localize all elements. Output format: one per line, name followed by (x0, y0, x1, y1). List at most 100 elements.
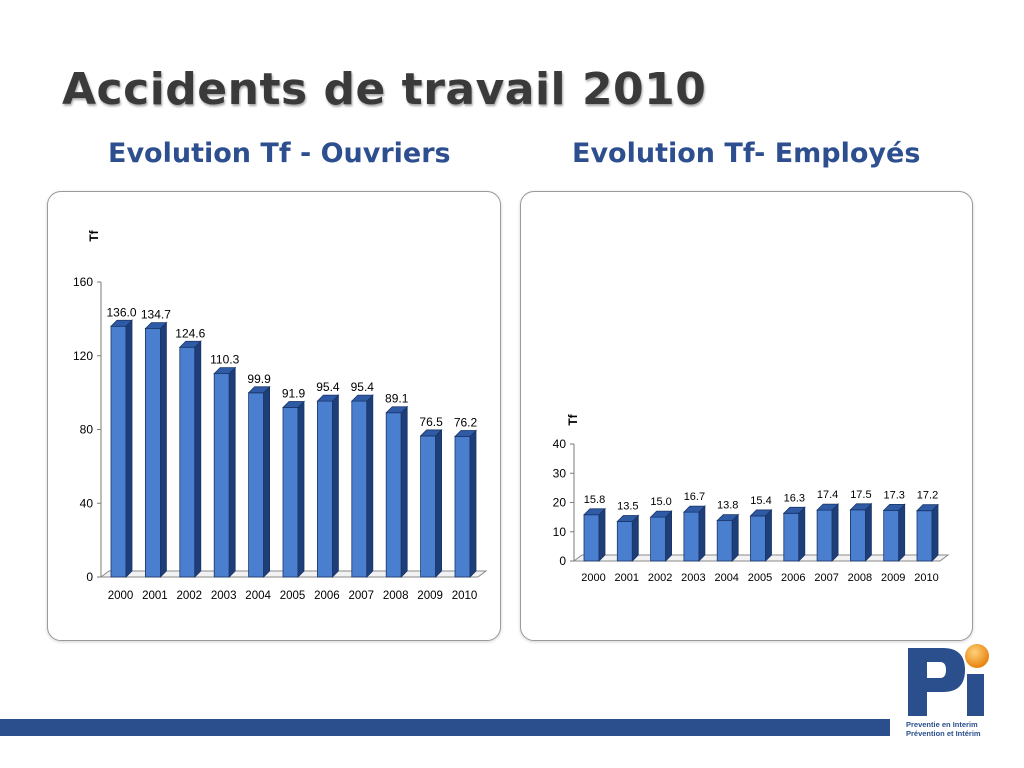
y-axis-label: Tf (87, 229, 101, 241)
bar-2008 (849, 502, 873, 562)
bar-top (385, 406, 409, 414)
data-label: 99.9 (247, 372, 271, 386)
bar-side (631, 514, 639, 562)
x-tick-label: 2010 (914, 572, 938, 584)
pi-logo: Preventie en Interim Prévention et Intér… (903, 640, 993, 740)
bar-side (798, 506, 806, 562)
bar-side (366, 394, 374, 578)
bar-2002 (649, 510, 673, 562)
x-tick-label: 2002 (648, 572, 672, 584)
bar-top (213, 367, 237, 375)
bar-side (228, 366, 236, 578)
x-tick-label: 2005 (748, 572, 772, 584)
data-label: 13.5 (617, 501, 638, 513)
logo-text-fr: Prévention et Intérim (906, 729, 981, 738)
bar-front (420, 435, 437, 578)
y-tick-label: 80 (80, 423, 94, 437)
data-label: 134.7 (141, 308, 171, 322)
x-tick-label: 2008 (848, 572, 872, 584)
data-label: 17.2 (917, 490, 938, 502)
bar-top (749, 509, 773, 517)
bar-front (454, 436, 471, 578)
bar-side (931, 503, 939, 562)
bar-top (616, 515, 640, 522)
data-label: 15.0 (650, 496, 671, 508)
data-label: 89.1 (385, 392, 409, 406)
bar-2006 (316, 394, 340, 578)
bar-side (435, 428, 443, 578)
bar-front (213, 373, 230, 578)
bar-side (765, 508, 772, 562)
x-tick-label: 2009 (881, 572, 905, 584)
x-tick-label: 2008 (383, 590, 409, 602)
bar-top (882, 503, 906, 511)
y-tick-label: 10 (553, 525, 567, 539)
bar-front (750, 515, 766, 562)
bar-front (683, 511, 700, 562)
data-label: 13.8 (717, 500, 738, 512)
bar-front (883, 509, 900, 562)
data-label: 17.5 (850, 489, 871, 501)
data-label: 16.3 (784, 492, 805, 504)
bar-front (783, 512, 800, 562)
x-tick-label: 2003 (681, 572, 705, 584)
bar-side (598, 507, 606, 562)
bar-side (194, 340, 202, 578)
bar-front (282, 407, 299, 578)
bar-side (297, 400, 305, 578)
bar-top (110, 319, 133, 327)
y-tick-label: 30 (553, 466, 567, 480)
data-label: 124.6 (175, 326, 205, 340)
y-tick-label: 120 (73, 349, 93, 363)
y-tick-label: 20 (553, 496, 567, 510)
bar-front (916, 510, 933, 562)
x-tick-label: 2005 (280, 590, 306, 602)
x-tick-label: 2007 (814, 572, 838, 584)
bar-front (110, 325, 127, 578)
y-tick-label: 0 (559, 554, 566, 568)
bar-2004 (716, 513, 740, 562)
data-label: 76.5 (419, 415, 443, 429)
data-label: 17.3 (883, 489, 904, 501)
pi-logo-mark-icon (908, 644, 989, 716)
logo-text-nl: Preventie en Interim (906, 720, 978, 729)
chart-subtitle-employes: Evolution Tf- Employés (572, 138, 921, 169)
data-label: 91.9 (282, 387, 306, 401)
bar-side (864, 502, 872, 562)
y-tick-label: 0 (86, 570, 93, 584)
bar-top (782, 506, 806, 514)
bar-side (831, 503, 839, 562)
bar-2001 (616, 514, 640, 562)
bar-2007 (816, 503, 840, 562)
y-axis-label: Tf (566, 413, 580, 425)
x-tick-label: 2006 (781, 572, 805, 584)
bar-top (649, 510, 673, 518)
bar-2008 (385, 405, 409, 578)
x-tick-label: 2010 (452, 590, 478, 602)
x-tick-label: 2006 (314, 590, 340, 602)
data-label: 76.2 (454, 416, 478, 430)
bar-top (144, 322, 168, 330)
bar-front (583, 514, 600, 562)
chart-panel-employes: Tf 0 10 20 30 40 15.8 2000 13.5 2001 15.0 2002 16.7 2… (520, 191, 973, 641)
bar-front (849, 509, 866, 562)
x-tick-label: 2009 (417, 590, 443, 602)
bar-side (160, 321, 167, 578)
bar-side (263, 385, 271, 578)
bar-top (716, 514, 740, 522)
bar-2000 (583, 507, 606, 562)
x-tick-label: 2007 (349, 590, 375, 602)
chart-subtitle-ouvriers: Evolution Tf - Ouvriers (108, 138, 451, 169)
bar-top (350, 394, 374, 402)
bar-front (616, 521, 633, 562)
x-tick-label: 2004 (714, 572, 738, 584)
bar-side (331, 394, 339, 578)
x-tick-label: 2000 (581, 572, 605, 584)
bar-front (650, 516, 667, 562)
bar-2001 (144, 321, 168, 578)
bar-front (716, 520, 733, 562)
x-tick-label: 2000 (108, 590, 134, 602)
bar-top (454, 430, 477, 437)
bar-top (178, 340, 202, 348)
bar-2000 (110, 319, 133, 578)
